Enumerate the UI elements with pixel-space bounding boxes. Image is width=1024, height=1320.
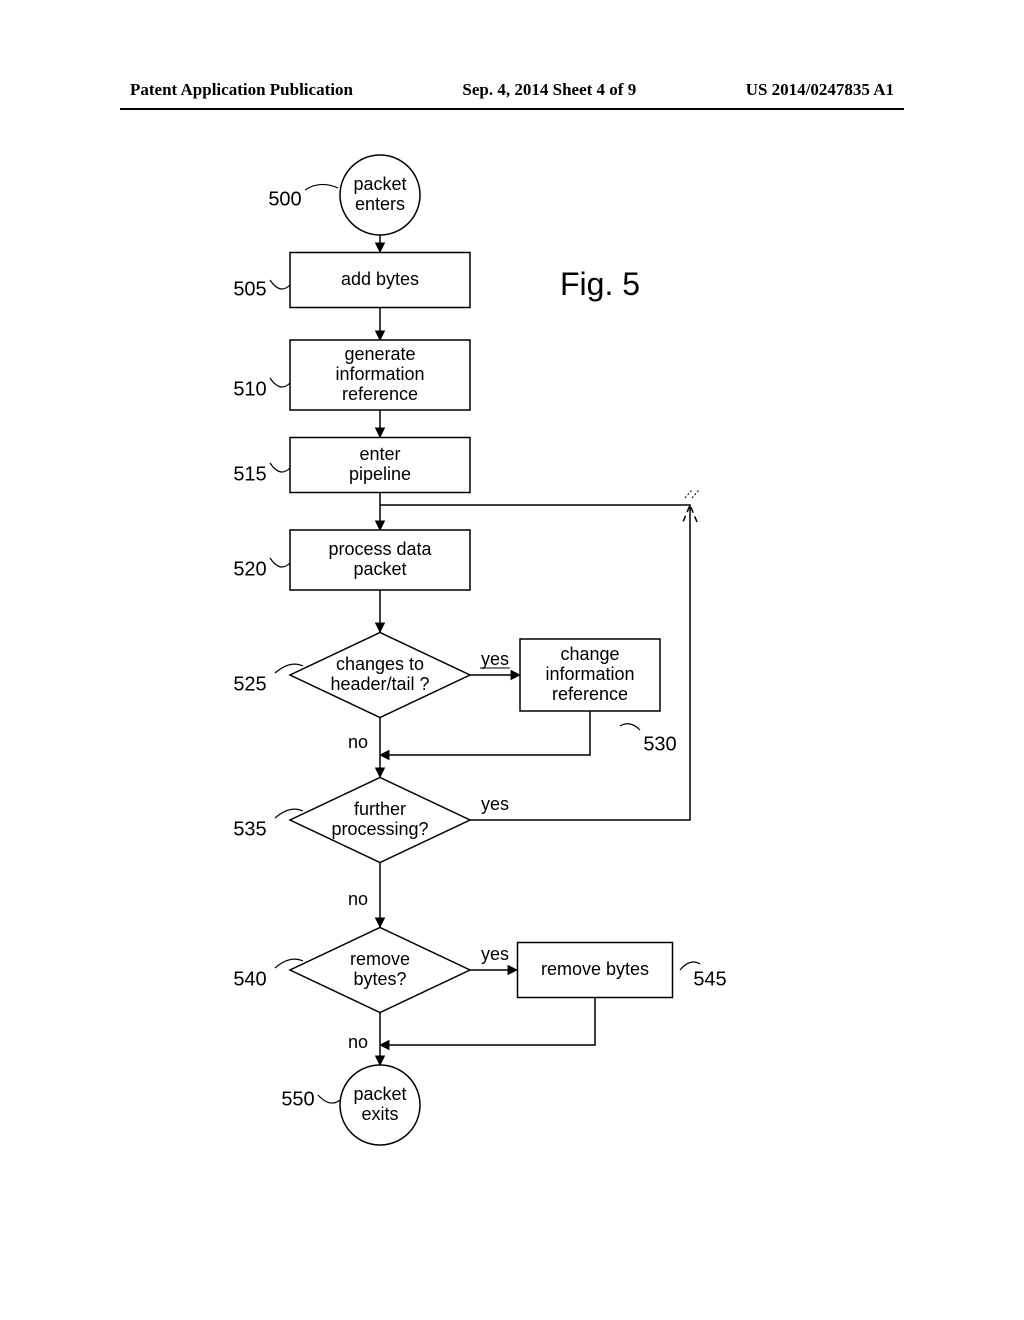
ref-lead [270,558,290,567]
node-n500: packetenters [340,155,420,235]
edge-label: no [348,1032,368,1052]
node-n540-line: bytes? [353,969,406,989]
ref-515: 515 [233,463,266,485]
ref-lead [305,184,338,190]
edge-label: yes [481,649,509,669]
node-n510: generateinformationreference [290,340,470,410]
edge [380,998,595,1045]
ref-525: 525 [233,673,266,695]
node-n520: process datapacket [290,530,470,590]
node-n535-line: further [354,799,406,819]
node-n520-line: process data [328,539,432,559]
node-n515-line: pipeline [349,464,411,484]
node-n510-line: reference [342,384,418,404]
ref-lead [318,1095,340,1103]
node-n525-line: changes to [336,654,424,674]
edge-label: no [348,732,368,752]
ref-520: 520 [233,558,266,580]
node-n515-line: enter [359,444,400,464]
ref-500: 500 [268,188,301,210]
header-rule [120,108,904,110]
node-n515: enterpipeline [290,438,470,493]
node-n510-line: generate [344,344,415,364]
ref-lead [620,724,640,730]
edge-label: yes [481,944,509,964]
header-left: Patent Application Publication [130,80,353,100]
node-n530: changeinformationreference [520,639,660,711]
ref-lead [270,378,290,387]
header-center: Sep. 4, 2014 Sheet 4 of 9 [462,80,636,100]
ref-545: 545 [693,968,726,990]
node-n525: changes toheader/tail ? [290,633,470,718]
flowchart-canvas: noyesnoyesnoyes packetentersadd bytesgen… [120,140,900,1240]
node-n550-line: exits [361,1104,398,1124]
ref-550: 550 [281,1088,314,1110]
node-n540-line: remove [350,949,410,969]
header-right: US 2014/0247835 A1 [746,80,894,100]
ref-lead [270,463,290,472]
node-n505-line: add bytes [341,269,419,289]
node-n535-line: processing? [331,819,428,839]
node-n500-line: enters [355,194,405,214]
node-n510-line: information [335,364,424,384]
node-n530-line: reference [552,684,628,704]
node-n545-line: remove bytes [541,959,649,979]
flowchart-svg: noyesnoyesnoyes packetentersadd bytesgen… [120,140,900,1240]
node-n505: add bytes [290,253,470,308]
node-n550: packetexits [340,1065,420,1145]
tick-icon [685,490,699,498]
ref-530: 530 [643,733,676,755]
edge [380,711,590,755]
edge-label: no [348,889,368,909]
ref-535: 535 [233,818,266,840]
node-n530-line: change [560,644,619,664]
node-n550-line: packet [353,1084,406,1104]
edge-label: yes [481,794,509,814]
node-n545: remove bytes [518,943,673,998]
ref-505: 505 [233,278,266,300]
node-n535: furtherprocessing? [290,778,470,863]
ref-510: 510 [233,378,266,400]
node-n525-line: header/tail ? [330,674,429,694]
page-header: Patent Application Publication Sep. 4, 2… [0,80,1024,100]
node-n500-line: packet [353,174,406,194]
ref-540: 540 [233,968,266,990]
figure-title: Fig. 5 [560,266,640,302]
node-n540: removebytes? [290,928,470,1013]
ref-lead [270,280,290,289]
node-n530-line: information [545,664,634,684]
node-n520-line: packet [353,559,406,579]
